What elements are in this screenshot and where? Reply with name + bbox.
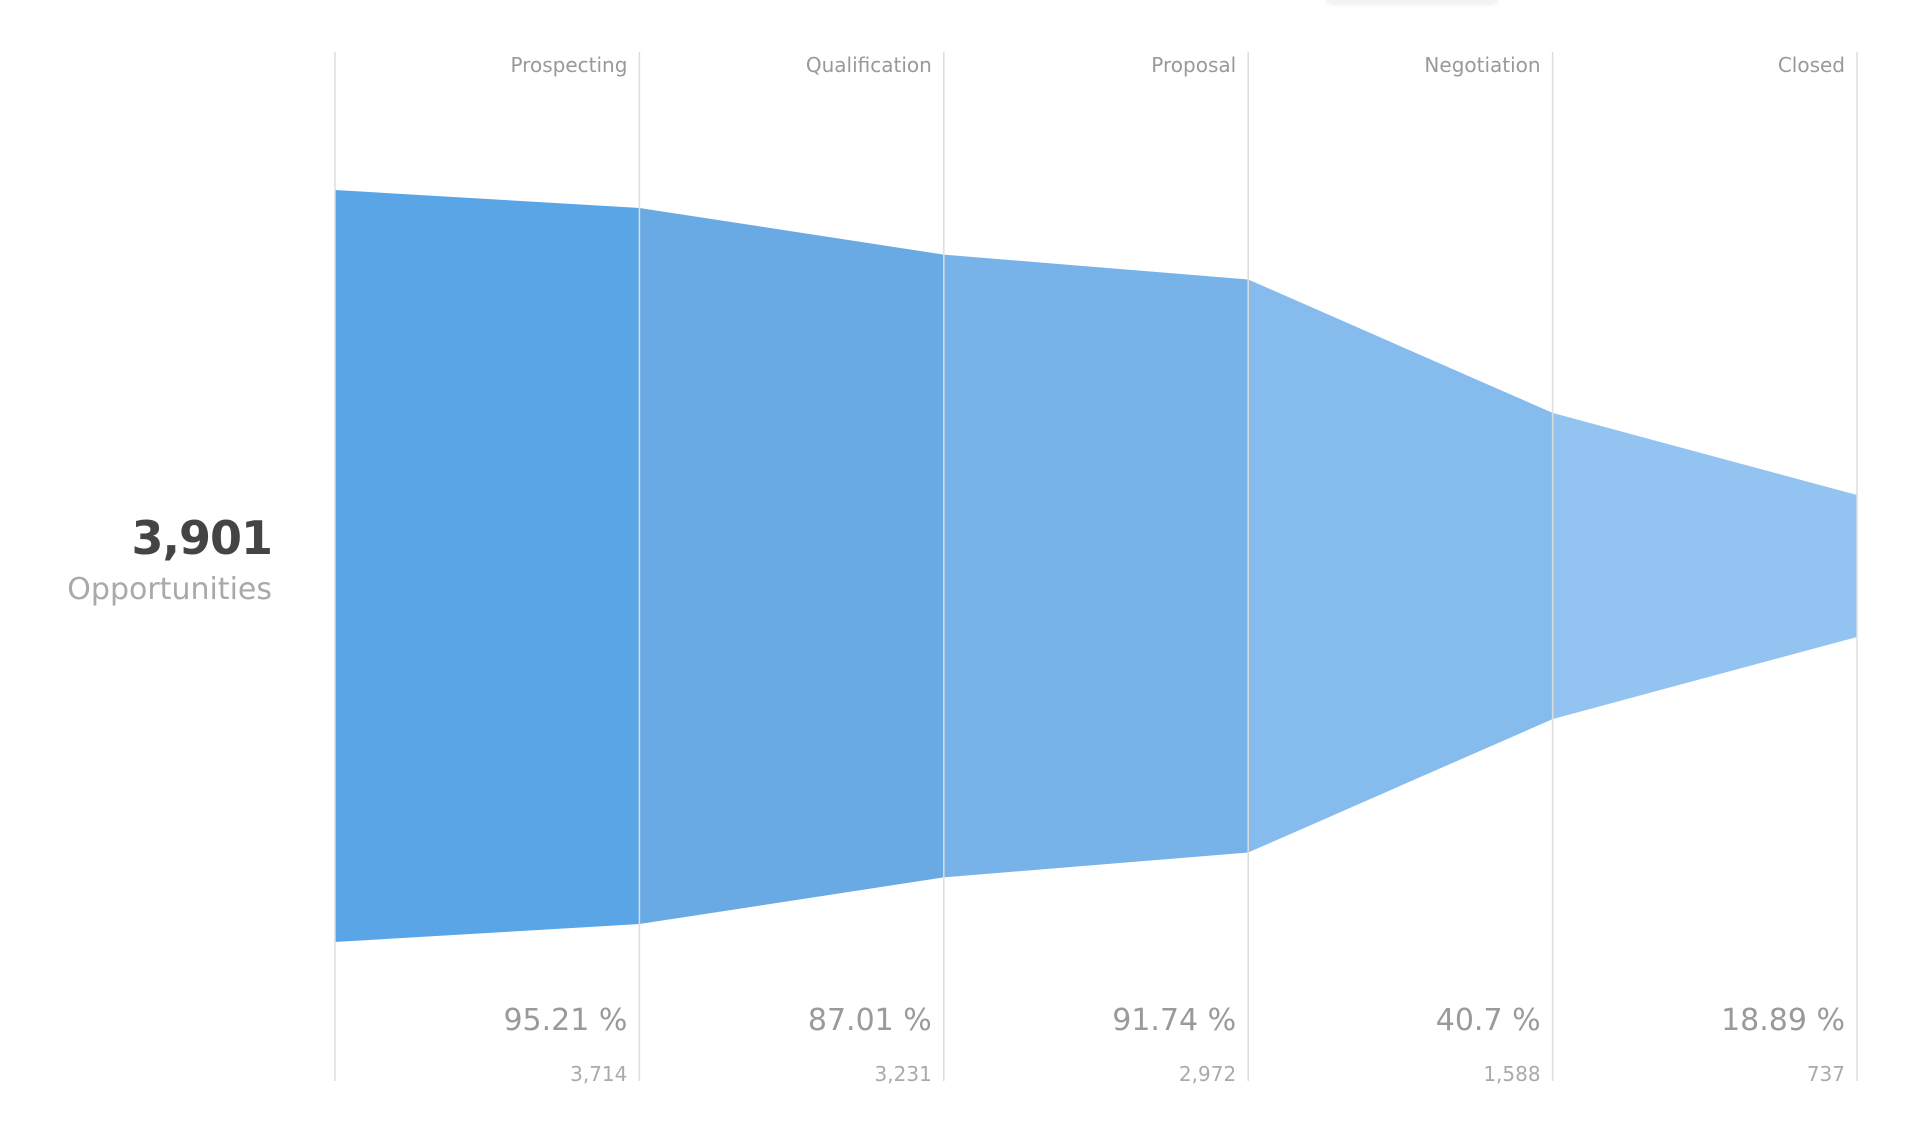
stage-percent-prospecting: 95.21 % xyxy=(503,1003,627,1038)
stage-percent-closed: 18.89 % xyxy=(1721,1003,1845,1038)
stage-label-negotiation: Negotiation xyxy=(1424,53,1540,77)
total-opportunities-label: Opportunities xyxy=(67,572,272,607)
funnel-segment-closed[interactable] xyxy=(1552,412,1857,720)
stage-label-prospecting: Prospecting xyxy=(510,53,627,77)
total-opportunities-value: 3,901 xyxy=(131,511,273,565)
stage-percent-proposal: 91.74 % xyxy=(1112,1003,1236,1038)
stage-label-closed: Closed xyxy=(1778,53,1845,77)
funnel-segment-prospecting[interactable] xyxy=(335,190,640,942)
stage-count-proposal: 2,972 xyxy=(1179,1062,1236,1086)
stage-percent-qualification: 87.01 % xyxy=(808,1003,932,1038)
stage-percent-negotiation: 40.7 % xyxy=(1436,1003,1541,1038)
funnel-segment-qualification[interactable] xyxy=(639,208,944,924)
total-summary: 3,901 Opportunities xyxy=(0,508,273,612)
stage-count-prospecting: 3,714 xyxy=(570,1062,627,1086)
top-tab-handle[interactable] xyxy=(1324,0,1500,4)
stage-label-qualification: Qualification xyxy=(806,53,932,77)
stage-count-qualification: 3,231 xyxy=(875,1062,932,1086)
stage-label-proposal: Proposal xyxy=(1151,53,1236,77)
funnel-segment-proposal[interactable] xyxy=(943,254,1249,878)
funnel-segment-negotiation[interactable] xyxy=(1248,279,1553,853)
stage-count-closed: 737 xyxy=(1807,1062,1845,1086)
stage-count-negotiation: 1,588 xyxy=(1483,1062,1540,1086)
